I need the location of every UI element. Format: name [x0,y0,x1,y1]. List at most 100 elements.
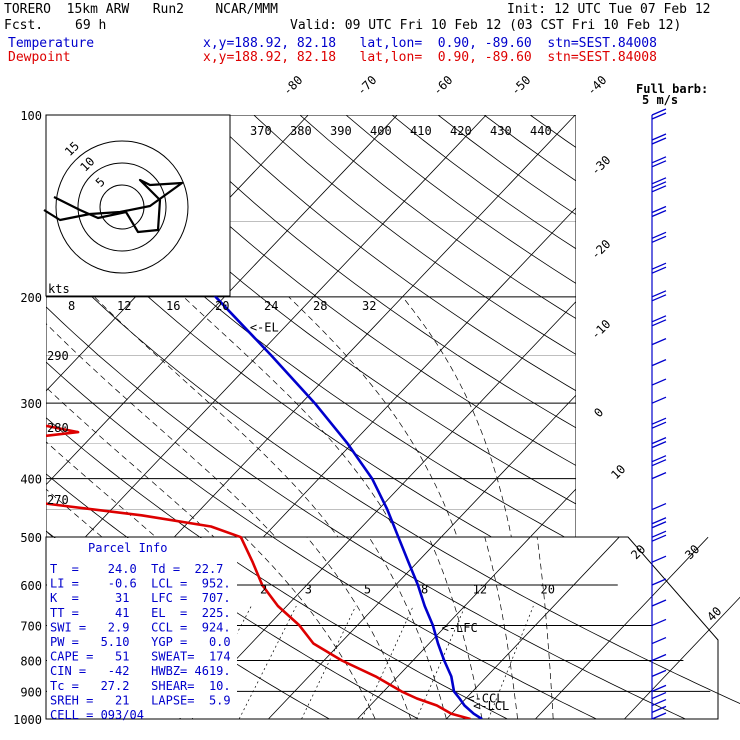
hodograph-axis-tick: 20 [215,299,229,313]
wind-barb [651,455,667,463]
parcel-info-row: K = 31 LFC = 707. [50,591,231,605]
barb-legend-unit: 5 m/s [642,93,678,107]
wind-barb [651,177,667,185]
dry-adiabat [207,115,576,392]
mixing-ratio-label: 20 [540,583,554,597]
parcel-info-panel [47,538,237,718]
moist-adiabat-box [536,537,554,720]
parcel-info-row: SWI = 2.9 CCL = 924. [50,620,231,634]
wind-barb [651,517,667,525]
wind-barb [651,315,667,323]
mixing-ratio-label: 12 [473,583,487,597]
level-marker-ccl: <-CCL [467,691,503,705]
wind-barb [651,502,667,511]
wind-barb [651,684,667,692]
wind-barb [651,266,667,274]
hodograph-axis-tick: 32 [362,299,376,313]
theta-label: 390 [330,124,352,138]
wind-barb [651,319,667,327]
hodograph-units: kts [48,282,70,296]
pressure-label: 500 [20,531,42,545]
isotherm-label: 40 [704,604,724,624]
hodograph-axis-tick: 8 [68,299,75,313]
wind-barb [651,669,667,677]
wind-barb [651,472,667,480]
parcel-info-row: LI = -0.6 LCL = 952. [50,577,231,591]
wind-barb [651,599,667,607]
wind-barb [651,555,667,563]
parcel-info-row: SREH = 21 LAPSE= 5.9 [50,693,231,707]
forecast-hours: 69 h [75,18,107,33]
hodograph-axis-tick: 24 [264,299,278,313]
mixing-ratio-label: 2 [260,583,267,597]
wind-barb [651,691,667,700]
moist-adiabat-box [244,536,376,720]
level-marker-lcl: <-LCL [473,699,509,713]
wind-barb [651,698,667,707]
theta-label: 430 [490,124,512,138]
hodograph-axis-tick: 28 [313,299,327,313]
wind-barb [651,705,667,713]
dewpoint-location: x,y=188.92, 82.18 lat,lon= 0.90, -89.60 … [203,50,657,65]
parcel-info-row: CIN = -42 HWBZ= 4619. [50,664,231,678]
theta-label: 420 [450,124,472,138]
isotherm-label: -20 [588,237,613,262]
wind-barb [651,530,667,538]
theta-label: 380 [290,124,312,138]
hodograph-axis-tick: 12 [117,299,131,313]
wind-barb [651,618,667,627]
parcel-info-row: Tc = 27.2 SHEAR= 10. [50,679,231,693]
isotherm-label: -70 [354,73,379,98]
wind-barb [651,653,667,662]
wind-barb [651,290,667,298]
dry-adiabat [115,115,576,466]
pressure-label: 900 [20,685,42,699]
pressure-label: 800 [20,654,42,668]
theta-label-left: 290 [47,349,69,363]
wind-barb [651,359,667,367]
wind-barb [651,636,667,645]
isotherm-box [268,536,442,720]
hodograph-ring [55,140,189,274]
wind-barb [651,108,667,116]
valid-time: Valid: 09 UTC Fri 10 Feb 12 (03 CST Fri … [290,18,682,33]
mixing-ratio-box [238,605,297,720]
wind-barb [651,160,667,168]
parcel-info-row: TT = 41 EL = 225. [50,606,231,620]
mixing-ratio-label: 5 [364,583,371,597]
hodograph-ring [77,162,167,252]
wind-barb [651,437,667,445]
isotherm [46,115,398,486]
wind-barb [651,417,667,425]
wind-barb [651,231,667,239]
pressure-label: 700 [20,619,42,633]
wind-barb [651,181,667,189]
wind-barb [651,421,667,429]
dewpoint-profile [46,424,471,719]
level-marker-el: <-EL [250,321,279,335]
dry-adiabat-box [418,536,740,704]
wind-barb [651,156,667,164]
wind-barb [651,235,667,243]
dry-adiabat-box [345,536,686,720]
wind-barb [651,262,667,270]
theta-label: 440 [530,124,552,138]
wind-barb [651,294,667,302]
moist-adiabat-box [368,537,447,720]
moist-adiabat-box [428,537,483,720]
wind-barb [651,459,667,467]
hodograph-box [45,114,231,297]
wind-barb [651,378,667,386]
mixing-ratio-box [488,605,534,720]
isotherm-box [446,536,620,720]
theta-label: 370 [250,124,272,138]
isotherm-label: -40 [584,73,609,98]
isotherm-box [624,596,740,720]
hodograph-trace [43,178,184,234]
wind-barb [651,209,667,218]
isotherm-label: 30 [682,542,702,562]
theta-label: 410 [410,124,432,138]
theta-label-left: 280 [47,421,69,435]
isotherm-box [357,536,531,720]
